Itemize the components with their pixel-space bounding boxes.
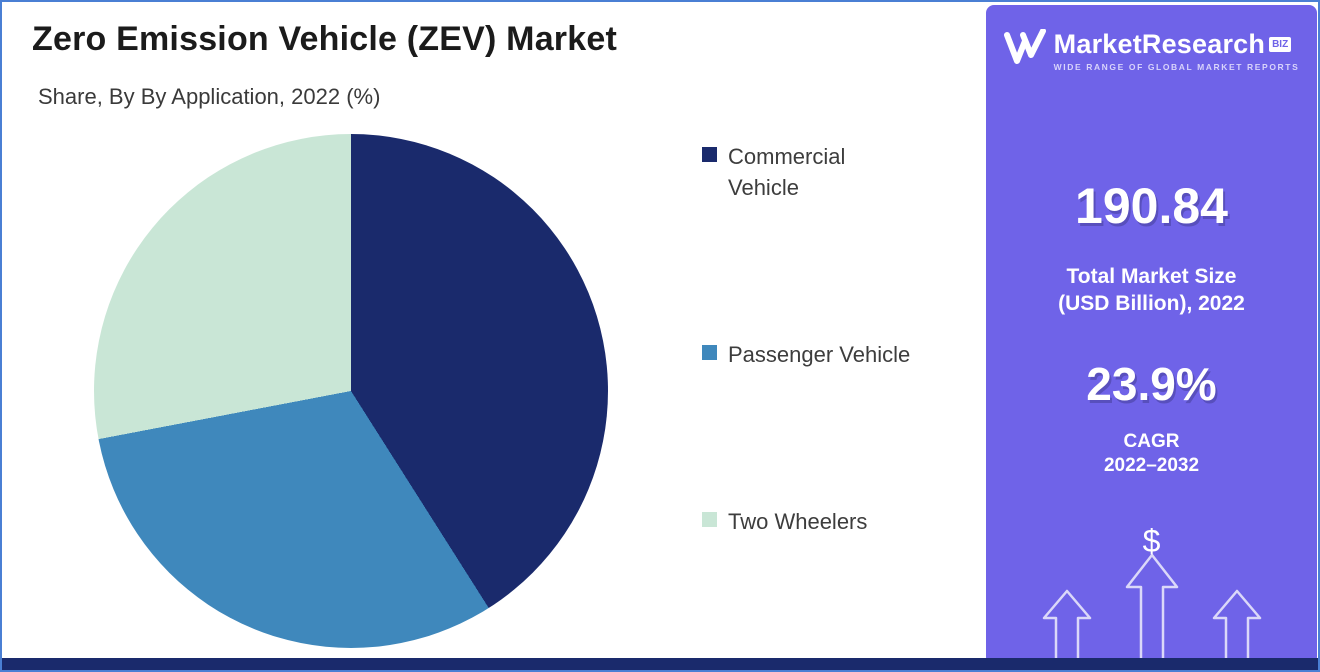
chart-area: Zero Emission Vehicle (ZEV) Market Share…	[2, 2, 987, 670]
cagr-value: 23.9%	[1086, 358, 1217, 410]
brand-panel: MarketResearch BIZ WIDE RANGE OF GLOBAL …	[986, 5, 1317, 665]
bottom-accent-bar	[2, 658, 1318, 670]
legend-label: Two Wheelers	[728, 509, 868, 535]
brand-suffix-badge: BIZ	[1269, 37, 1292, 52]
market-size-label-line2: (USD Billion), 2022	[1058, 292, 1245, 316]
legend-swatch-commercial-vehicle	[702, 147, 717, 162]
cagr-label-line1: CAGR	[1123, 431, 1180, 452]
legend-label: Commercial Vehicle	[728, 144, 846, 200]
market-size-label: Total Market Size (USD Billion), 2022	[986, 263, 1317, 318]
legend-item-passenger-vehicle: Passenger Vehicle	[702, 340, 962, 371]
chart-subtitle: Share, By By Application, 2022 (%)	[38, 84, 381, 109]
legend-label: Passenger Vehicle	[728, 342, 911, 367]
brand-tagline: WIDE RANGE OF GLOBAL MARKET REPORTS	[1053, 62, 1300, 72]
growth-arrows-icon	[1042, 553, 1261, 659]
market-size-value: 190.84	[1075, 178, 1228, 234]
legend-swatch-two-wheelers	[702, 512, 717, 528]
cagr-label-line2: 2022–2032	[1103, 454, 1200, 476]
legend-swatch-passenger-vehicle	[702, 345, 717, 360]
brand-logo: MarketResearch BIZ WIDE RANGE OF GLOBAL …	[986, 29, 1317, 72]
legend-item-two-wheelers: Two Wheelers	[702, 507, 962, 538]
chart-legend: Commercial Vehicle Passenger Vehicle Two…	[702, 142, 962, 538]
chart-title: Zero Emission Vehicle (ZEV) Market	[32, 20, 617, 58]
cagr-label: CAGR 2022–2032	[986, 430, 1317, 478]
market-size-label-line1: Total Market Size	[1066, 265, 1237, 288]
dollar-symbol: $	[1142, 523, 1161, 559]
brand-name: MarketResearch	[1053, 29, 1266, 59]
pie-chart	[94, 134, 608, 648]
brand-checkmark-icon	[1003, 29, 1046, 64]
legend-item-commercial-vehicle: Commercial Vehicle	[702, 142, 962, 204]
brand-text-block: MarketResearch BIZ WIDE RANGE OF GLOBAL …	[1054, 29, 1300, 72]
